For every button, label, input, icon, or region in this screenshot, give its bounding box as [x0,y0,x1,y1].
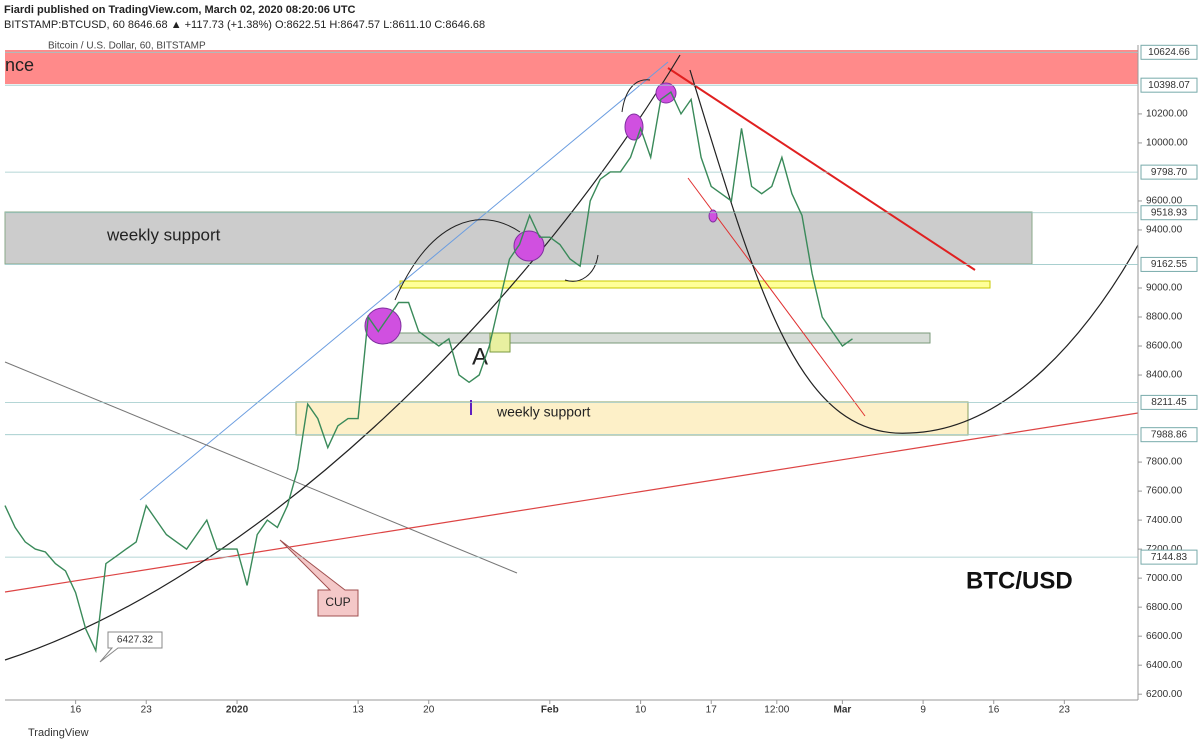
annotation: weekly support [496,404,590,420]
y-tick-label: 8400.00 [1146,370,1183,381]
y-tick-label: 9600.00 [1146,196,1183,207]
lower-support-zone [295,401,969,436]
y-tick-label: 9400.00 [1146,225,1183,236]
x-tick-label: 13 [353,705,365,716]
footer: TradingView [28,727,89,739]
x-tick-label: 23 [141,705,153,716]
gray-zone [379,332,931,344]
level-label: 10624.66 [1148,47,1190,58]
y-tick-label: 10000.00 [1146,138,1188,149]
x-tick-label: 20 [423,705,435,716]
marker-box [489,332,511,353]
quote: BITSTAMP:BTCUSD, 60 8646.68 ▲ +117.73 (+… [4,19,485,31]
x-tick-label: Feb [541,705,559,716]
highlight [624,113,644,141]
annotation: nce [5,55,34,75]
level-label: 9798.70 [1151,167,1188,178]
y-tick-label: 6400.00 [1146,660,1183,671]
annotation: A [472,343,488,370]
chart-title: Bitcoin / U.S. Dollar, 60, BITSTAMP [48,41,206,52]
level-box [1140,394,1198,410]
y-tick-label: 6600.00 [1146,631,1183,642]
y-tick-label: 7000.00 [1146,573,1183,584]
y-tick-label: 8600.00 [1146,341,1183,352]
arrow [621,79,651,113]
watermark: BTC/USD [966,567,1073,594]
highlight [655,82,677,104]
cup-curve [689,69,1139,434]
annotation: 6427.32 [117,635,154,646]
y-tick-label: 7200.00 [1146,544,1183,555]
level-label: 8211.45 [1151,397,1187,408]
y-tick-label: 9000.00 [1146,283,1183,294]
x-tick-label: 23 [1059,705,1071,716]
curve [4,54,681,661]
arrow [564,254,599,282]
trendline [4,412,1139,593]
x-tick-label: 16 [70,705,82,716]
level-box [1140,549,1198,565]
level-box [1140,44,1198,60]
level-label: 10398.07 [1148,80,1190,91]
level-label: 7988.86 [1151,429,1188,440]
level-box [1140,164,1198,180]
highlight [364,307,402,345]
y-tick-label: 7800.00 [1146,457,1183,468]
publisher: Fiardi published on TradingView.com, Mar… [4,4,356,16]
trendline [667,67,976,271]
x-tick-label: 16 [988,705,1000,716]
arrow [394,219,521,301]
trendline [687,177,866,417]
y-tick-label: 6800.00 [1146,602,1183,613]
x-tick-label: 2020 [226,705,249,716]
x-tick-label: 10 [635,705,647,716]
level-box [1140,205,1198,221]
y-tick-label: 6200.00 [1146,689,1183,700]
y-tick-label: 7400.00 [1146,515,1183,526]
y-tick-label: 7600.00 [1146,486,1183,497]
price-line [4,91,853,654]
level-label: 9518.93 [1151,207,1188,218]
level-box [1140,256,1198,272]
y-tick-label: 8800.00 [1146,312,1183,323]
annotation: CUP [325,595,350,609]
callout [99,631,163,663]
annotation: weekly support [106,225,221,244]
x-tick-label: 9 [920,705,926,716]
x-tick-label: 17 [706,705,718,716]
yellow-zone [399,280,991,289]
x-tick-label: Mar [833,705,851,716]
highlight [708,209,718,223]
level-box [1140,77,1198,93]
trendline [4,361,518,574]
level-box [1140,427,1198,443]
level-label: 7144.83 [1151,552,1188,563]
x-tick-label: 12:00 [764,705,789,716]
level-label: 9162.55 [1151,259,1188,270]
y-tick-label: 10200.00 [1146,109,1188,120]
resistance-zone [5,50,1138,84]
callout [279,539,359,617]
